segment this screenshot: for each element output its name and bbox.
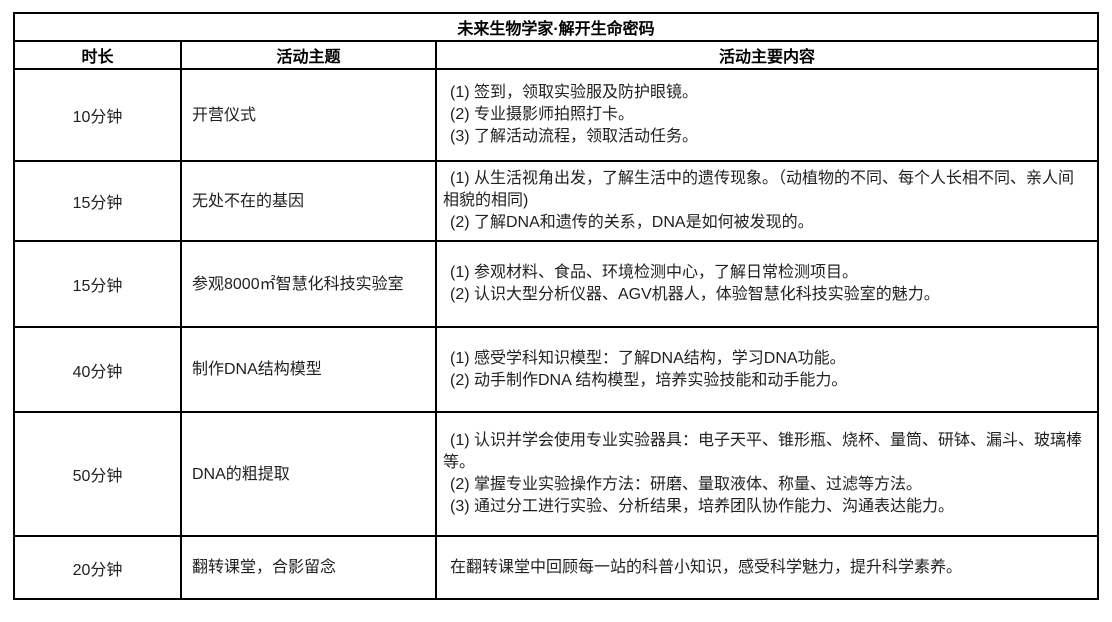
content-line: (1) 感受学科知识模型：了解DNA结构，学习DNA功能。 (450, 349, 846, 367)
content-line: (3) 了解活动流程，领取活动任务。 (450, 128, 699, 145)
duration-cell: 20分钟 (13, 535, 182, 600)
header-row: 时长 活动主题 活动主要内容 (13, 40, 1100, 70)
content-cell: (1) 感受学科知识模型：了解DNA结构，学习DNA功能。 (2) 动手制作DNA… (434, 326, 1100, 413)
theme-cell: 翻转课堂，合影留念 (180, 535, 437, 600)
content-line: (1) 参观材料、食品、环境检测中心，了解日常检测项目。 (450, 264, 859, 281)
title-row: 未来生物学家·解开生命密码 (12, 12, 1100, 42)
content-cell: (1) 签到，领取实验服及防护眼镜。 (2) 专业摄影师拍照打卡。 (3) 了解活动… (434, 68, 1100, 162)
content-line: (2) 专业摄影师拍照打卡。 (450, 106, 635, 123)
duration-cell: 10分钟 (13, 68, 182, 162)
theme-cell: DNA的粗提取 (180, 411, 437, 537)
table-body: 10分钟 开营仪式 (1) 签到，领取实验服及防护眼镜。 (2) 专业摄影师拍照打… (13, 68, 1100, 600)
table-row: 10分钟 开营仪式 (1) 签到，领取实验服及防护眼镜。 (2) 专业摄影师拍照打… (13, 68, 1100, 162)
content-line: (1) 认识并学会使用专业实验器具：电子天平、锥形瓶、烧杯、量筒、研钵、漏斗、玻… (443, 432, 1083, 471)
content-line: (2) 认识大型分析仪器、AGV机器人，体验智慧化科技实验室的魅力。 (450, 286, 940, 303)
table-row: 20分钟 翻转课堂，合影留念 在翻转课堂中回顾每一站的科普小知识，感受科学魅力，… (13, 535, 1100, 600)
column-header-content: 活动主要内容 (434, 40, 1100, 70)
theme-cell: 制作DNA结构模型 (180, 326, 437, 413)
theme-cell: 无处不在的基因 (180, 160, 437, 242)
table-row: 50分钟 DNA的粗提取 (1) 认识并学会使用专业实验器具：电子天平、锥形瓶、… (13, 411, 1100, 537)
content-cell: (1) 参观材料、食品、环境检测中心，了解日常检测项目。 (2) 认识大型分析仪器… (434, 240, 1100, 328)
content-line: (2) 了解DNA和遗传的关系，DNA是如何被发现的。 (450, 214, 814, 231)
content-line: (1) 签到，领取实验服及防护眼镜。 (450, 84, 699, 101)
activity-schedule-table: 未来生物学家·解开生命密码 时长 活动主题 活动主要内容 10分钟 开营仪式 (… (12, 12, 1100, 600)
content-line: (3) 通过分工进行实验、分析结果，培养团队协作能力、沟通表达能力。 (450, 498, 955, 515)
table-row: 40分钟 制作DNA结构模型 (1) 感受学科知识模型：了解DNA结构，学习DN… (13, 326, 1100, 413)
column-header-duration: 时长 (13, 40, 182, 70)
column-header-theme: 活动主题 (180, 40, 437, 70)
duration-cell: 15分钟 (13, 160, 182, 242)
theme-cell: 开营仪式 (180, 68, 437, 162)
content-cell: (1) 认识并学会使用专业实验器具：电子天平、锥形瓶、烧杯、量筒、研钵、漏斗、玻… (434, 411, 1100, 537)
document-page: 未来生物学家·解开生命密码 时长 活动主题 活动主要内容 10分钟 开营仪式 (… (12, 12, 1100, 600)
content-cell: 在翻转课堂中回顾每一站的科普小知识，感受科学魅力，提升科学素养。 (434, 535, 1100, 600)
duration-cell: 40分钟 (13, 326, 182, 413)
table-row: 15分钟 无处不在的基因 (1) 从生活视角出发，了解生活中的遗传现象。（动植物… (13, 160, 1100, 242)
duration-cell: 50分钟 (13, 411, 182, 537)
duration-cell: 15分钟 (13, 240, 182, 328)
content-cell: (1) 从生活视角出发，了解生活中的遗传现象。（动植物的不同、每个人长相不同、亲… (434, 160, 1100, 242)
content-line: (1) 从生活视角出发，了解生活中的遗传现象。（动植物的不同、每个人长相不同、亲… (443, 170, 1075, 209)
content-line: (2) 动手制作DNA 结构模型，培养实验技能和动手能力。 (450, 371, 848, 389)
content-line: (2) 掌握专业实验操作方法：研磨、量取液体、称量、过滤等方法。 (450, 476, 923, 493)
table-row: 15分钟 参观8000㎡智慧化科技实验室 (1) 参观材料、食品、环境检测中心，… (13, 240, 1100, 328)
theme-cell: 参观8000㎡智慧化科技实验室 (180, 240, 437, 328)
content-line: 在翻转课堂中回顾每一站的科普小知识，感受科学魅力，提升科学素养。 (450, 558, 963, 576)
table-title: 未来生物学家·解开生命密码 (12, 12, 1100, 42)
